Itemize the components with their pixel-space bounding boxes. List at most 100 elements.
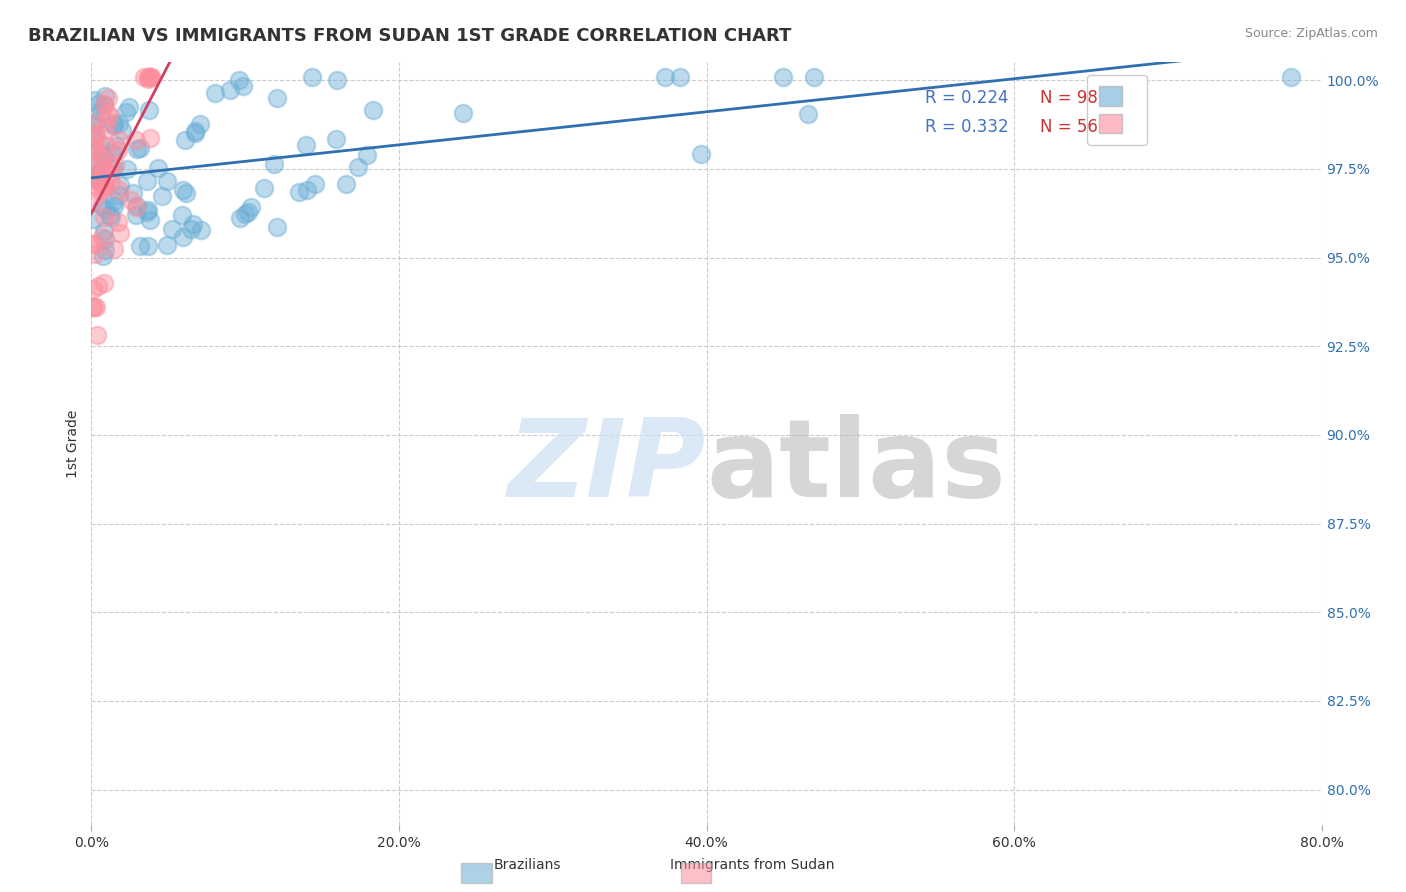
Point	[100, 145, 122, 160]
Point	[253, 181, 276, 195]
Point	[82, 128, 104, 143]
Text: ZIP: ZIP	[508, 414, 706, 520]
Point	[91, 249, 114, 263]
Text: N = 56: N = 56	[1040, 118, 1098, 136]
Point	[104, 158, 127, 172]
Point	[89, 175, 111, 189]
Point	[107, 215, 129, 229]
Point	[233, 207, 256, 221]
Point	[82, 237, 104, 252]
Text: atlas: atlas	[706, 414, 1007, 520]
Text: R = 0.332: R = 0.332	[925, 118, 1008, 136]
Point	[172, 230, 194, 244]
Point	[107, 188, 129, 202]
Point	[125, 208, 148, 222]
Point	[98, 208, 121, 222]
Point	[94, 232, 117, 246]
Point	[135, 174, 157, 188]
Point	[238, 205, 260, 219]
Point	[82, 300, 104, 314]
Point	[94, 89, 117, 103]
Point	[96, 115, 118, 129]
Point	[156, 238, 179, 252]
Point	[772, 70, 794, 84]
Point	[83, 212, 105, 227]
Point	[266, 91, 288, 105]
Point	[93, 211, 115, 225]
Point	[80, 138, 103, 153]
Point	[93, 151, 115, 165]
Point	[361, 103, 384, 117]
Point	[84, 128, 107, 143]
Text: Immigrants from Sudan: Immigrants from Sudan	[671, 858, 834, 872]
Point	[127, 142, 149, 156]
Point	[128, 141, 150, 155]
Point	[295, 138, 318, 153]
Point	[181, 218, 204, 232]
Point	[110, 178, 132, 192]
Point	[136, 70, 159, 84]
Point	[174, 133, 197, 147]
Text: Source: ZipAtlas.com: Source: ZipAtlas.com	[1244, 27, 1378, 40]
Point	[84, 115, 107, 129]
Point	[83, 194, 105, 208]
Point	[654, 70, 676, 84]
Point	[91, 163, 114, 178]
Point	[83, 246, 105, 260]
Point	[96, 105, 118, 120]
Point	[263, 157, 285, 171]
Point	[239, 200, 262, 214]
Point	[132, 70, 155, 84]
Point	[90, 104, 112, 119]
Point	[138, 103, 160, 117]
Point	[188, 117, 211, 131]
Point	[90, 146, 112, 161]
Text: Brazilians: Brazilians	[494, 858, 561, 872]
Point	[180, 222, 202, 236]
Point	[129, 238, 152, 252]
Point	[184, 126, 207, 140]
Point	[93, 98, 115, 112]
Point	[80, 155, 103, 169]
Point	[219, 83, 242, 97]
Point	[86, 171, 108, 186]
Point	[118, 100, 141, 114]
Point	[266, 220, 288, 235]
Point	[190, 223, 212, 237]
Point	[100, 174, 122, 188]
Point	[232, 78, 254, 93]
Point	[98, 158, 121, 172]
Point	[91, 230, 114, 244]
Point	[93, 122, 115, 136]
Point	[669, 70, 692, 84]
Point	[1279, 70, 1302, 84]
Point	[108, 227, 131, 241]
Point	[90, 199, 112, 213]
Point	[101, 161, 124, 175]
Point	[93, 224, 115, 238]
Point	[83, 144, 105, 158]
Point	[139, 70, 162, 84]
Point	[107, 133, 129, 147]
Point	[138, 213, 160, 227]
Point	[139, 130, 162, 145]
Point	[136, 238, 159, 252]
Point	[93, 180, 115, 194]
Point	[82, 281, 104, 295]
Point	[86, 141, 108, 155]
Point	[104, 138, 127, 153]
Point	[82, 170, 104, 185]
Point	[83, 93, 105, 107]
Point	[80, 115, 103, 129]
Point	[150, 188, 173, 202]
Point	[295, 183, 318, 197]
Point	[86, 328, 108, 343]
Y-axis label: 1st Grade: 1st Grade	[66, 409, 80, 478]
Point	[84, 127, 107, 141]
Point	[93, 96, 115, 111]
Text: BRAZILIAN VS IMMIGRANTS FROM SUDAN 1ST GRADE CORRELATION CHART: BRAZILIAN VS IMMIGRANTS FROM SUDAN 1ST G…	[28, 27, 792, 45]
Point	[356, 148, 378, 162]
Point	[184, 124, 207, 138]
Point	[84, 168, 107, 182]
Point	[103, 242, 125, 256]
